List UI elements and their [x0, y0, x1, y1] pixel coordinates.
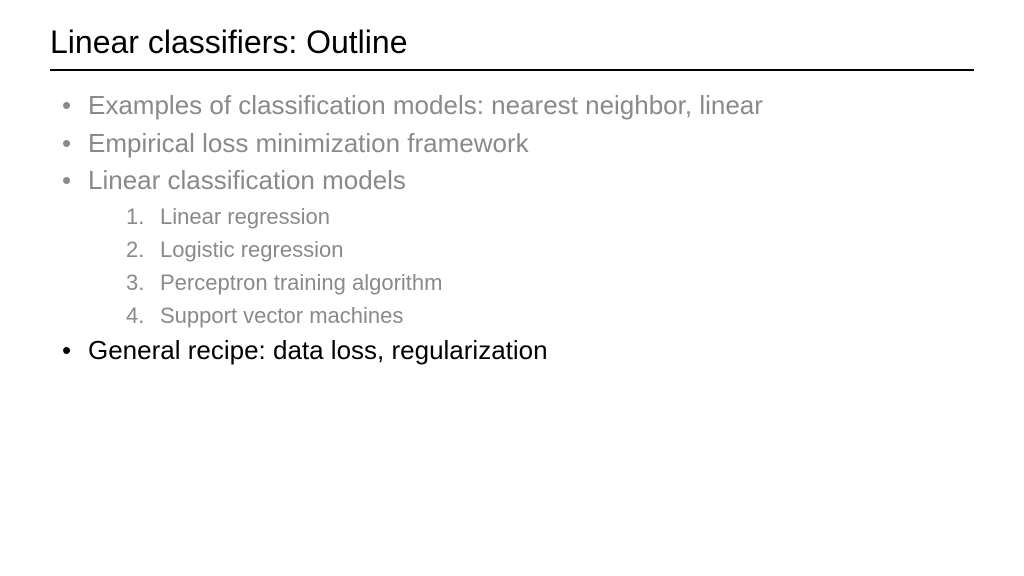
sub-bullet-item: Linear regression — [126, 200, 974, 233]
slide: Linear classifiers: Outline Examples of … — [0, 0, 1024, 576]
title-rule — [50, 69, 974, 71]
bullet-item: Empirical loss minimization framework — [50, 125, 974, 163]
bullet-text: General recipe: data loss, regularizatio… — [88, 335, 548, 365]
bullet-item: Linear classification models Linear regr… — [50, 162, 974, 332]
bullet-item: Examples of classification models: neare… — [50, 87, 974, 125]
sub-bullet-text: Logistic regression — [160, 237, 343, 262]
bullet-item: General recipe: data loss, regularizatio… — [50, 332, 974, 370]
slide-title: Linear classifiers: Outline — [50, 24, 974, 69]
sub-bullet-item: Support vector machines — [126, 299, 974, 332]
bullet-list: Examples of classification models: neare… — [50, 87, 974, 370]
bullet-text: Empirical loss minimization framework — [88, 128, 529, 158]
bullet-text: Linear classification models — [88, 165, 406, 195]
bullet-text: Examples of classification models: neare… — [88, 90, 763, 120]
sub-bullet-list: Linear regression Logistic regression Pe… — [88, 200, 974, 332]
sub-bullet-text: Support vector machines — [160, 303, 403, 328]
sub-bullet-item: Perceptron training algorithm — [126, 266, 974, 299]
sub-bullet-text: Linear regression — [160, 204, 330, 229]
sub-bullet-item: Logistic regression — [126, 233, 974, 266]
sub-bullet-text: Perceptron training algorithm — [160, 270, 442, 295]
